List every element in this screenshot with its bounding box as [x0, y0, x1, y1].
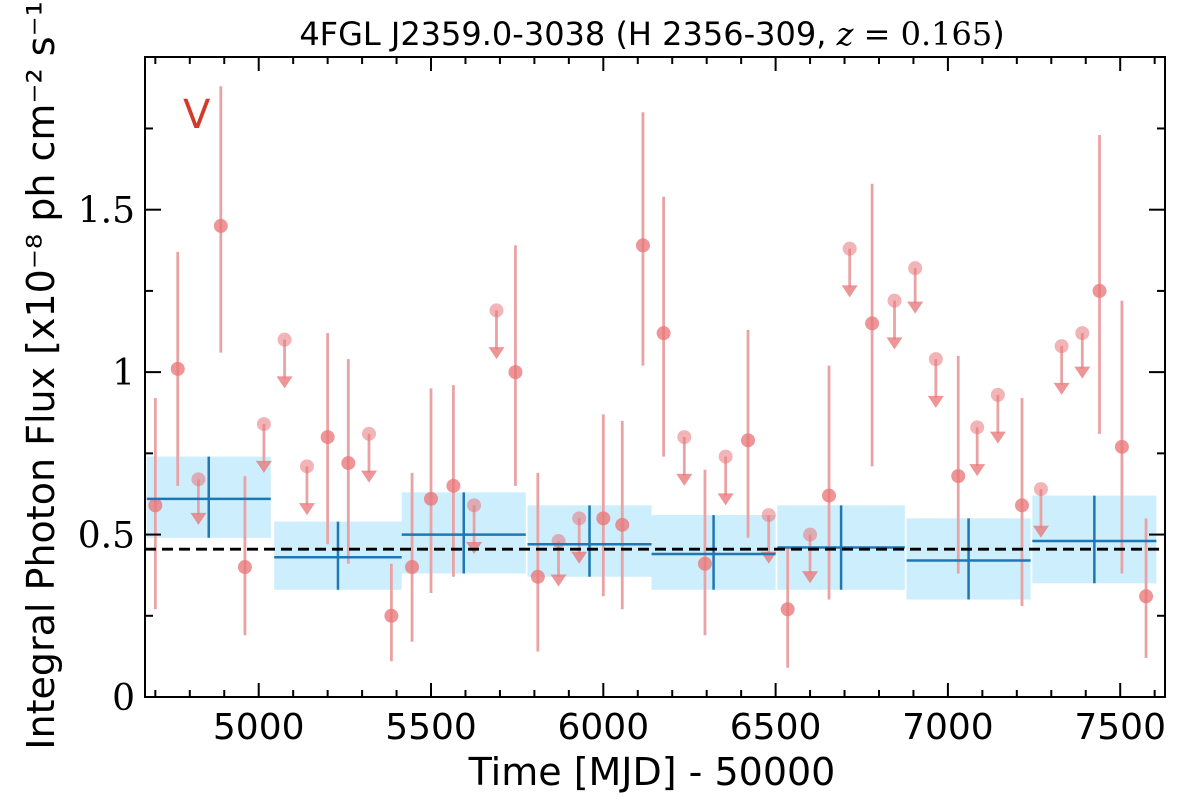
upper-limit-arrow — [571, 551, 588, 564]
upper-limit-arrow — [886, 337, 903, 350]
detection-point — [320, 430, 335, 445]
x-tick-label: 7500 — [1074, 707, 1166, 748]
upper-limit-arrow — [550, 574, 567, 587]
upper-limit-point — [299, 459, 314, 474]
upper-limit-arrow — [255, 460, 272, 473]
upper-limit-arrow — [190, 512, 207, 525]
y-tick-label: 0 — [112, 678, 135, 719]
detection-point — [405, 560, 420, 575]
upper-limit-point — [1075, 326, 1090, 341]
detection-point — [1139, 589, 1154, 604]
detection-points — [148, 218, 1154, 623]
upper-limit-point — [677, 430, 692, 445]
x-tick-label: 5000 — [213, 707, 305, 748]
detection-point — [780, 602, 795, 617]
upper-limit-arrow — [1032, 525, 1049, 538]
axis-ticks — [145, 57, 1165, 698]
detection-point — [424, 491, 439, 506]
x-tick-label: 7000 — [902, 707, 994, 748]
upper-limit-point — [990, 387, 1005, 402]
detection-point — [822, 488, 837, 503]
detection-point — [615, 517, 630, 532]
detection-point — [1092, 283, 1107, 298]
upper-limit-arrow — [969, 464, 986, 477]
upper-limit-markers — [190, 241, 1091, 587]
binned-flux-crosses — [146, 456, 1157, 600]
upper-limit-point — [1054, 339, 1069, 354]
upper-limit-point — [572, 511, 587, 526]
detection-point — [446, 478, 461, 493]
upper-limit-arrow — [717, 493, 734, 506]
detection-point — [237, 560, 252, 575]
upper-limit-point — [489, 303, 504, 318]
upper-limit-arrow — [676, 473, 693, 486]
x-tick-label: 6000 — [557, 707, 649, 748]
upper-limit-point — [928, 352, 943, 367]
upper-limit-point — [467, 498, 482, 513]
x-tick-label: 5500 — [385, 707, 477, 748]
y-axis-label: Integral Photon Flux [x10⁻⁸ ph cm⁻² s⁻¹] — [19, 0, 63, 750]
detection-point — [697, 556, 712, 571]
y-tick-label: 0.5 — [78, 516, 135, 557]
upper-limit-arrow — [360, 470, 377, 483]
upper-limit-arrow — [298, 503, 315, 516]
upper-limit-point — [256, 417, 271, 432]
x-axis-label: Time [MJD] - 50000 — [468, 750, 836, 794]
y-tick-labels: 0 0.5 1 1.5 — [78, 191, 135, 719]
detection-point — [635, 238, 650, 253]
upper-limit-arrow — [276, 376, 293, 389]
upper-limit-point — [887, 293, 902, 308]
upper-limit-point — [551, 534, 566, 549]
detection-point — [865, 316, 880, 331]
detection-point — [508, 365, 523, 380]
upper-limit-arrow — [488, 347, 505, 360]
upper-limit-point — [908, 261, 923, 276]
upper-limit-arrow — [927, 395, 944, 408]
upper-limit-point — [1033, 482, 1048, 497]
detection-point — [1114, 439, 1129, 454]
chart-title: 4FGL J2359.0-3038 (H 2356-309, z = 0.165… — [299, 15, 1004, 53]
upper-limit-point — [970, 420, 985, 435]
upper-limit-arrow — [841, 285, 858, 298]
y-tick-label: 1.5 — [78, 191, 135, 232]
detection-point — [951, 469, 966, 484]
upper-limit-arrow — [802, 571, 819, 584]
plot-frame — [144, 56, 1166, 698]
upper-limit-point — [842, 241, 857, 256]
upper-limit-point — [718, 449, 733, 464]
upper-limit-point — [761, 508, 776, 523]
upper-limit-point — [277, 332, 292, 347]
upper-limit-arrow — [1053, 382, 1070, 395]
x-tick-labels: 5000 5500 6000 6500 7000 7500 — [213, 707, 1166, 748]
detection-point — [530, 569, 545, 584]
detection-point — [596, 511, 611, 526]
upper-limit-arrow — [989, 431, 1006, 444]
detection-point — [148, 498, 163, 513]
x-tick-label: 6500 — [730, 707, 822, 748]
detection-point — [341, 456, 356, 471]
detection-point — [213, 218, 228, 233]
y-tick-label: 1 — [112, 353, 135, 394]
detection-point — [170, 361, 185, 376]
detection-point — [384, 608, 399, 623]
upper-limit-arrow — [1074, 366, 1091, 379]
upper-limit-point — [361, 426, 376, 441]
band-label: V — [183, 92, 211, 138]
detection-point — [1014, 498, 1029, 513]
upper-limit-arrow — [907, 301, 924, 314]
binned-flux-bands — [146, 456, 1157, 600]
detection-point — [741, 433, 756, 448]
upper-limit-point — [803, 527, 818, 542]
upper-limit-point — [191, 472, 206, 487]
detection-point — [656, 326, 671, 341]
